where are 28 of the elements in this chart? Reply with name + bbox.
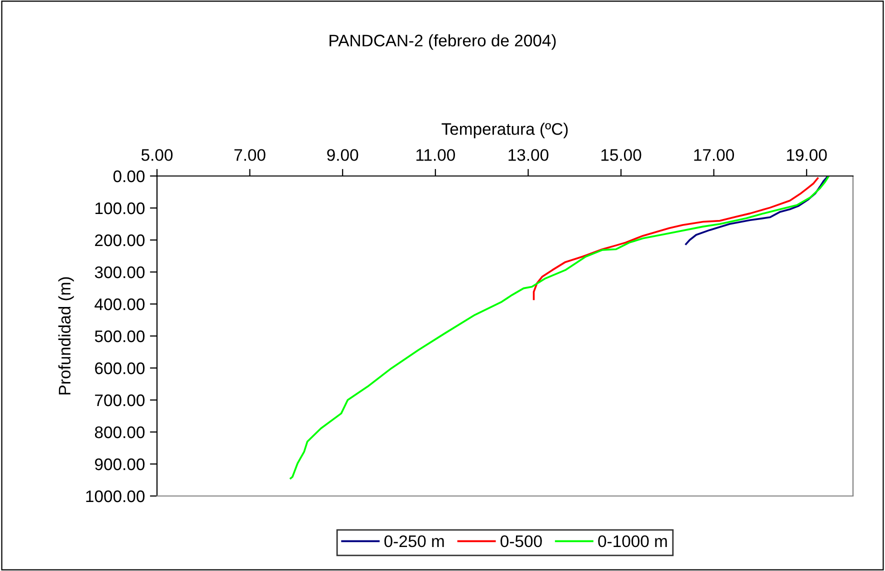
y-tick-label: 600.00 [95, 362, 145, 374]
y-tick-label: 200.00 [95, 234, 145, 246]
legend-label: 0-500 [500, 535, 542, 548]
line-series [532, 177, 819, 300]
line-series [290, 176, 830, 480]
x-tick-label: 9.00 [327, 149, 358, 161]
x-axis-title: Temperatura (ºC) [442, 122, 568, 138]
x-tick-label: 19.00 [787, 149, 827, 161]
y-tick-label: 1000.00 [86, 490, 145, 502]
line-series [685, 176, 828, 246]
y-tick-label: 100.00 [95, 202, 145, 214]
legend-label: 0-250 m [384, 535, 444, 548]
y-tick-label: 500.00 [94, 330, 145, 342]
x-tick-label: 7.00 [234, 149, 266, 161]
x-tick-label: 13.00 [508, 149, 548, 161]
y-tick-label: 900.00 [95, 458, 145, 470]
y-tick-label: 0.00 [113, 170, 145, 182]
y-axis-title: Profundidad (m) [58, 277, 74, 394]
y-tick-label: 300.00 [94, 266, 145, 278]
x-tick-label: 11.00 [416, 149, 455, 161]
x-tick-label: 5.00 [141, 149, 173, 161]
x-tick-label: 17.00 [694, 149, 734, 161]
y-tick-label: 800.00 [94, 426, 145, 438]
x-tick-label: 15.00 [601, 149, 642, 161]
chart-title: PANDCAN-2 (febrero de 2004) [330, 34, 556, 50]
legend-label: 0-1000 m [598, 535, 667, 548]
y-tick-label: 400.00 [94, 298, 145, 310]
y-tick-label: 700.00 [95, 394, 145, 406]
